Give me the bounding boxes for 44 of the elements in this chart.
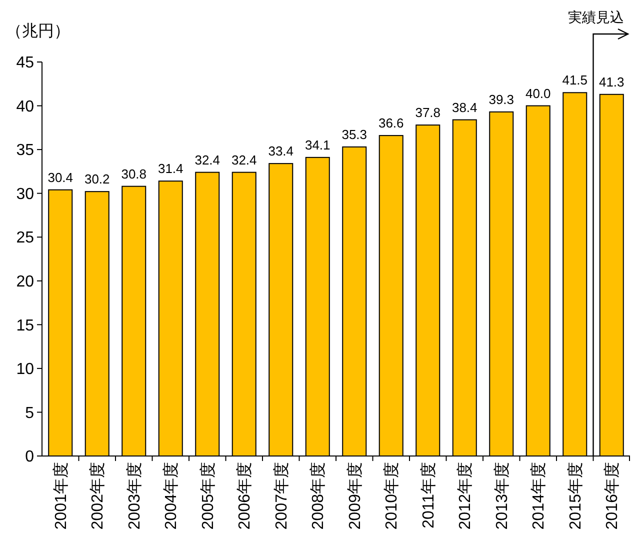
x-tick-label: 2008年度 xyxy=(309,462,328,530)
y-tick-label: 30 xyxy=(16,186,34,203)
data-label: 34.1 xyxy=(304,137,330,152)
data-label: 33.4 xyxy=(268,144,294,159)
y-tick-label: 25 xyxy=(16,230,34,247)
x-tick-label: 2006年度 xyxy=(236,462,254,530)
x-tick-label: 2003年度 xyxy=(125,462,144,530)
data-label: 32.4 xyxy=(194,152,220,168)
data-label: 41.5 xyxy=(562,72,588,88)
data-label: 35.3 xyxy=(342,126,368,142)
x-tick-label: 2001年度 xyxy=(52,462,70,530)
data-label: 30.2 xyxy=(84,172,110,187)
y-tick-label: 20 xyxy=(16,273,34,290)
data-label: 41.3 xyxy=(598,74,624,90)
x-tick-label: 2013年度 xyxy=(492,462,511,530)
x-tick-label: 2016年度 xyxy=(603,462,622,530)
x-tick-label: 2012年度 xyxy=(456,462,474,530)
x-tick-label: 2011年度 xyxy=(419,462,438,528)
x-tick-label: 2010年度 xyxy=(382,462,401,530)
data-label: 40.0 xyxy=(525,86,551,101)
y-axis-title: （兆円） xyxy=(6,22,70,40)
data-label: 30.8 xyxy=(121,166,147,182)
x-tick-label: 2004年度 xyxy=(162,462,180,530)
data-label: 30.4 xyxy=(48,170,74,185)
data-label: 39.3 xyxy=(488,92,514,107)
y-tick-label: 40 xyxy=(16,98,34,116)
x-tick-label: 2015年度 xyxy=(566,462,584,530)
data-label: 31.4 xyxy=(158,161,184,176)
x-tick-label: 2005年度 xyxy=(198,462,217,530)
y-tick-label: 5 xyxy=(25,404,34,422)
x-tick-label: 2014年度 xyxy=(530,462,548,530)
data-label: 38.4 xyxy=(452,100,478,115)
x-tick-label: 2002年度 xyxy=(88,462,107,530)
y-tick-label: 45 xyxy=(16,54,34,72)
y-tick-label: 10 xyxy=(16,361,34,378)
x-tick-label: 2007年度 xyxy=(272,462,290,530)
y-tick-label: 0 xyxy=(25,448,34,466)
data-label: 37.8 xyxy=(415,105,441,120)
data-label: 36.6 xyxy=(378,116,404,131)
text: 実績見込 xyxy=(568,9,624,25)
data-label: 32.4 xyxy=(231,152,257,168)
y-tick-label: 35 xyxy=(16,142,34,160)
x-tick-label: 2009年度 xyxy=(346,462,364,530)
y-tick-label: 15 xyxy=(16,317,34,334)
